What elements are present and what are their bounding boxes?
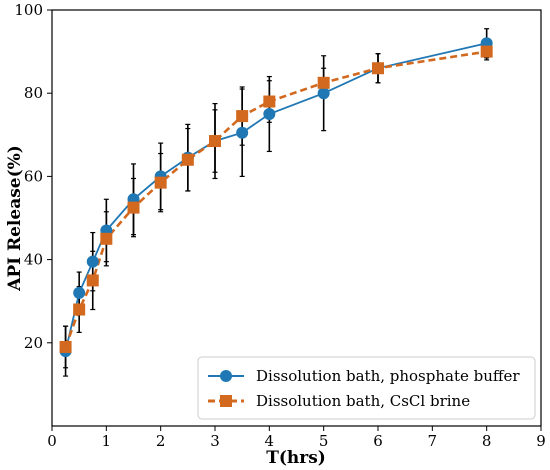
y-tick-label: 80: [24, 84, 43, 102]
point-cscl: [209, 135, 221, 148]
point-phosphate: [73, 286, 86, 299]
y-tick-label: 40: [24, 251, 43, 269]
x-tick-label: 7: [428, 432, 438, 450]
point-cscl: [100, 232, 113, 245]
point-cscl: [263, 95, 276, 108]
axis-ticks: 0 1 2 3 4 5 6 7 8 9 20 40 60 80 100: [14, 1, 545, 450]
point-cscl: [127, 201, 140, 214]
point-cscl: [236, 110, 249, 123]
point-cscl: [480, 45, 493, 58]
point-cscl: [317, 76, 330, 89]
x-tick-label: 1: [102, 432, 112, 450]
x-tick-label: 3: [210, 432, 220, 450]
point-cscl: [154, 176, 167, 189]
point-cscl: [73, 303, 86, 316]
point-cscl: [372, 62, 384, 75]
y-tick-label: 100: [14, 1, 43, 19]
series-markers: [59, 37, 493, 358]
x-tick-label: 4: [265, 432, 275, 450]
x-tick-label: 6: [373, 432, 383, 450]
legend-marker-cscl: [220, 395, 232, 407]
y-axis-label: API Release(%): [5, 145, 25, 292]
legend-marker-phosphate: [220, 370, 232, 382]
point-phosphate: [317, 87, 330, 100]
x-tick-label: 0: [47, 432, 57, 450]
legend-box: [197, 356, 536, 420]
legend-label-phosphate: Dissolution bath, phosphate buffer: [256, 367, 520, 385]
legend-label-cscl: Dissolution bath, CsCl brine: [256, 392, 470, 410]
x-tick-label: 5: [319, 432, 329, 450]
point-cscl: [59, 340, 72, 353]
x-tick-label: 8: [482, 432, 492, 450]
legend: Dissolution bath, phosphate buffer Disso…: [197, 356, 536, 420]
y-tick-label: 20: [24, 334, 43, 352]
point-phosphate: [86, 255, 99, 268]
x-tick-label: 2: [156, 432, 166, 450]
x-tick-label: 9: [536, 432, 546, 450]
point-phosphate: [263, 108, 276, 120]
point-cscl: [181, 153, 194, 166]
point-phosphate: [236, 126, 249, 139]
y-tick-label: 60: [24, 167, 43, 185]
x-axis-label: T(hrs): [266, 448, 326, 468]
point-cscl: [86, 274, 99, 287]
